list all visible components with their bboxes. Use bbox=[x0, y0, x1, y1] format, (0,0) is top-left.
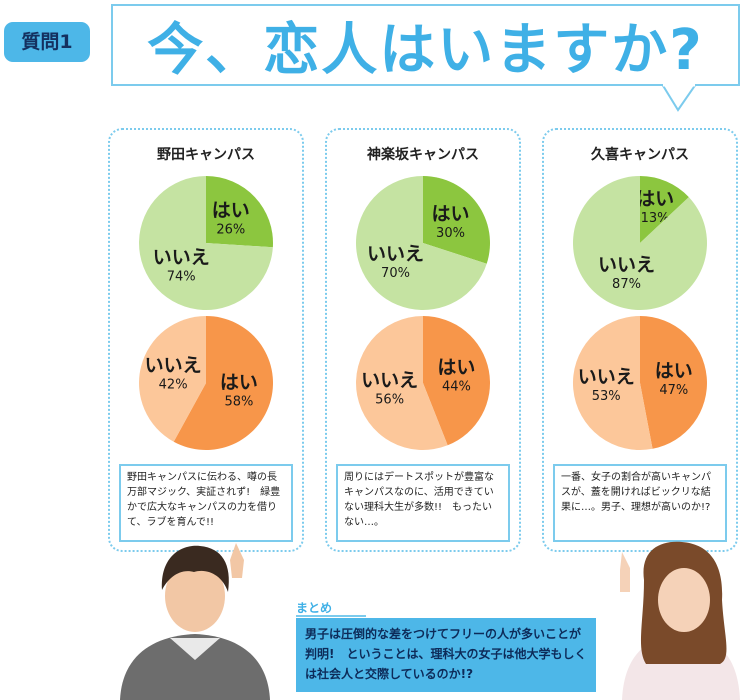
campus-comment: 周りにはデートスポットが豊富なキャンパスなのに、活用できていない理科大生が多数!… bbox=[336, 464, 510, 542]
campus-title: 野田キャンパス bbox=[157, 147, 255, 163]
pie-slice-no bbox=[572, 316, 653, 450]
male-student-illustration bbox=[120, 543, 270, 700]
summary-box: 男子は圧倒的な差をつけてフリーの人が多いことが判明! ということは、理科大の女子… bbox=[296, 618, 596, 692]
pie-slice-yes bbox=[640, 176, 689, 243]
pie-slice-no bbox=[572, 176, 707, 310]
slice-label: いいえ bbox=[145, 355, 202, 377]
slice-label: いいえ bbox=[153, 246, 210, 268]
speech-bubble-tail bbox=[660, 84, 698, 112]
pie-slice-yes bbox=[423, 176, 490, 264]
slice-label: いいえ bbox=[367, 243, 424, 265]
question-title: 今、恋人はいますか? bbox=[147, 17, 704, 83]
question-number-badge: 質問1 bbox=[4, 22, 90, 62]
pie-slice-yes bbox=[423, 316, 491, 446]
female-student-illustration bbox=[620, 541, 740, 700]
slice-value-label: 70% bbox=[381, 266, 410, 281]
slice-label: はい bbox=[437, 357, 475, 379]
slice-label: はい bbox=[655, 360, 693, 382]
pie-slice-yes bbox=[640, 316, 707, 449]
pie-slice-yes bbox=[173, 316, 274, 450]
campus-title: 久喜キャンパス bbox=[591, 147, 689, 163]
campus-comment: 一番、女子の割合が高いキャンパスが、蓋を開ければビックリな結果に…。男子、理想が… bbox=[553, 464, 727, 542]
slice-value-label: 42% bbox=[159, 378, 188, 393]
pie-slice-no bbox=[356, 316, 448, 450]
campus-panel-kuki: 久喜キャンパス はい 13% いいえ 87% はい 47% いいえ 53% 一番、女子の割合… bbox=[542, 128, 738, 552]
slice-value-label: 58% bbox=[224, 395, 253, 410]
slice-value-label: 74% bbox=[167, 269, 196, 284]
pie-slice-no bbox=[355, 176, 487, 310]
slice-value-label: 30% bbox=[436, 226, 465, 241]
slice-label: いいえ bbox=[598, 254, 655, 276]
campus-panel-kagurazaka: 神楽坂キャンパス はい 30% いいえ 70% はい 44% いいえ 56% 周りにはデート… bbox=[325, 128, 521, 552]
slice-value-label: 87% bbox=[612, 277, 641, 292]
question-title-box: 今、恋人はいますか? bbox=[111, 4, 740, 86]
slice-label: はい bbox=[431, 203, 469, 225]
slice-value-label: 44% bbox=[442, 380, 471, 395]
summary-heading: まとめ bbox=[296, 601, 367, 617]
slice-label: はい bbox=[220, 372, 258, 394]
campus-title: 神楽坂キャンパス bbox=[367, 147, 479, 163]
slice-value-label: 56% bbox=[375, 392, 404, 407]
pie-slice-no bbox=[139, 176, 273, 310]
slice-label: いいえ bbox=[578, 366, 635, 388]
slice-label: はい bbox=[212, 200, 250, 222]
campus-panel-noda: 野田キャンパス はい 26% いいえ 74% はい 58% いいえ 42% 野田キャンパスに… bbox=[108, 128, 304, 552]
slice-label: はい bbox=[636, 188, 674, 210]
campus-comment: 野田キャンパスに伝わる、噂の長万部マジック、実証されず! 緑豊かで広大なキャンパ… bbox=[119, 464, 293, 542]
pie-slice-no bbox=[139, 316, 206, 442]
slice-value-label: 53% bbox=[592, 389, 621, 404]
slice-label: いいえ bbox=[361, 369, 418, 391]
slice-value-label: 26% bbox=[216, 223, 245, 238]
slice-value-label: 47% bbox=[659, 383, 688, 398]
pie-slice-yes bbox=[206, 176, 274, 248]
